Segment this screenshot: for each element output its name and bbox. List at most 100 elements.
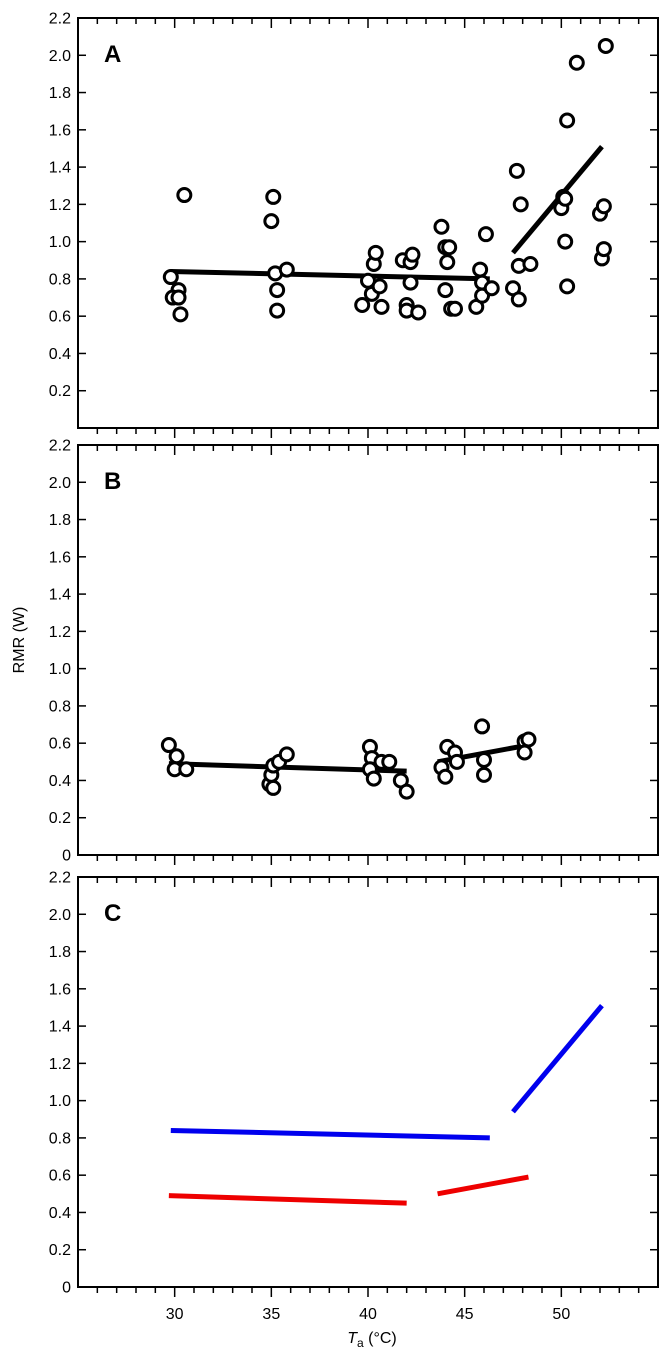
panel-c-xtick-label-50: 50 <box>552 1306 570 1323</box>
panel-b-ytick-label-2: 2.0 <box>49 475 71 492</box>
x-axis-title-subscript: a <box>357 1336 364 1350</box>
panel-b-ytick-label-1: 1.0 <box>49 661 71 678</box>
panel-a-data-point-5 <box>172 306 189 323</box>
panel-b-ytick-label-0_6: 0.6 <box>49 736 71 753</box>
panel-b-data-point-28 <box>520 731 537 748</box>
panel-c-ytick-label-0: 0 <box>62 1280 71 1297</box>
panel-c-fit-line-3 <box>168 1193 407 1206</box>
panel-b-ytick-label-1_6: 1.6 <box>49 549 71 566</box>
panel-a-data-point-24 <box>402 274 419 291</box>
panel-a-data-point-8 <box>263 213 280 230</box>
panel-c-ytick-label-0_2: 0.2 <box>49 1242 71 1259</box>
panel-a-letter: A <box>104 41 121 68</box>
panel-b-data-point-20 <box>437 768 454 785</box>
panel-b-data-point-1 <box>160 737 177 754</box>
panel-a-data-point-57 <box>597 37 614 54</box>
panel-c-xtick-label-35: 35 <box>262 1306 280 1323</box>
panel-a-data-point-13 <box>354 297 371 313</box>
panel-a-data-point-38 <box>477 226 494 243</box>
panel-a-ytick-label-1_4: 1.4 <box>49 160 71 177</box>
panel-b-data-point-24 <box>474 718 491 735</box>
panel-b-ytick-label-0_4: 0.4 <box>49 773 71 790</box>
panel-a: A 0.2 0.4 0.6 0.8 1.0 1.2 1.4 1.6 1.8 2.0 2.2 <box>49 11 659 438</box>
panel-b: B 0 0.2 0.4 0.6 0.8 1.0 1.2 1.4 1.6 1.8 2.0 2.2 <box>49 438 659 865</box>
panel-a-data-point-41 <box>508 162 525 179</box>
panel-b-data-point-8 <box>265 779 282 796</box>
panel-a-data-point-56 <box>595 198 612 215</box>
panel-a-data-point-33 <box>447 300 463 317</box>
panel-b-ytick-label-1_2: 1.2 <box>49 624 71 641</box>
panel-b-data-point-14 <box>365 770 382 787</box>
panel-b-data-point-26 <box>476 766 492 783</box>
panel-a-data-point-43 <box>510 291 527 308</box>
y-axis-title: RMR (W) <box>11 607 28 674</box>
panel-a-ytick-label-0_4: 0.4 <box>49 346 71 363</box>
panel-b-data-point-25 <box>476 751 492 768</box>
panel-b-letter: B <box>104 468 121 495</box>
panel-b-ytick-label-0_8: 0.8 <box>49 698 71 715</box>
panel-a-data-point-50 <box>559 112 576 129</box>
panel-a-data-point-11 <box>269 282 286 299</box>
panel-b-data-point-2 <box>168 748 185 765</box>
panel-a-data-point-55 <box>595 241 612 258</box>
panel-b-data-point-16 <box>381 753 398 770</box>
panel-a-frame <box>77 17 659 429</box>
panel-a-data-point-29 <box>441 239 458 256</box>
panel-a-data-point-19 <box>373 298 390 315</box>
panel-b-data-point-23 <box>448 753 465 770</box>
panel-c-ytick-label-2: 2.0 <box>49 907 71 924</box>
panel-a-data-point-49 <box>557 233 574 250</box>
panel-c-ytick-label-1_6: 1.6 <box>49 981 71 998</box>
panel-b-ytick-label-0: 0 <box>62 848 71 865</box>
panel-c-ytick-label-0_6: 0.6 <box>49 1168 71 1185</box>
panel-a-data-point-17 <box>367 244 384 261</box>
x-axis-title-symbol: T <box>347 1330 358 1347</box>
panel-a-ytick-label-1_2: 1.2 <box>49 197 71 214</box>
panel-c-fit-line-1 <box>170 1127 490 1141</box>
panel-a-data-point-45 <box>522 256 539 272</box>
panel-a-ytick-label-0_2: 0.2 <box>49 383 71 400</box>
panel-a-data-point-52 <box>568 54 585 71</box>
panel-a-data-point-35 <box>472 261 489 278</box>
panel-a-data-point-1 <box>162 269 179 286</box>
panel-a-data-point-7 <box>265 188 282 205</box>
panel-b-ytick-label-0_2: 0.2 <box>49 810 71 827</box>
panel-a-data-point-10 <box>278 261 295 278</box>
panel-c-xtick-label-45: 45 <box>456 1306 474 1323</box>
panel-c-fit-line-4 <box>437 1174 529 1197</box>
panel-a-data-point-6 <box>176 187 193 204</box>
panel-a-ytick-label-1: 1.0 <box>49 234 71 251</box>
panel-a-ytick-label-0_6: 0.6 <box>49 309 71 326</box>
panel-c-ytick-label-0_4: 0.4 <box>49 1205 71 1222</box>
panel-b-data-point-29 <box>516 744 533 761</box>
x-axis-title: Ta (°C) <box>347 1330 397 1350</box>
panel-a-data-point-44 <box>512 196 529 213</box>
panel-a-data-point-51 <box>559 278 576 295</box>
panel-a-data-point-4 <box>170 289 187 306</box>
panel-c-ytick-label-2_2: 2.2 <box>49 870 71 887</box>
panel-b-data-point-4 <box>178 761 195 778</box>
panel-c-letter: C <box>104 900 121 927</box>
panel-a-data-point-31 <box>437 282 454 299</box>
panel-b-ytick-label-1_4: 1.4 <box>49 587 71 604</box>
panel-a-data-point-12 <box>269 302 286 319</box>
panel-b-ytick-label-1_8: 1.8 <box>49 512 71 529</box>
panel-a-fit-line-1 <box>170 268 490 282</box>
panel-b-frame <box>77 444 659 856</box>
panel-c-ytick-label-0_8: 0.8 <box>49 1130 71 1147</box>
panel-a-ytick-label-0_8: 0.8 <box>49 271 71 288</box>
panel-a-data-point-30 <box>439 254 456 271</box>
panel-c-ytick-label-1_2: 1.2 <box>49 1056 71 1073</box>
panel-c-fit-line-2 <box>511 1003 604 1114</box>
panel-b-data-point-18 <box>398 783 415 800</box>
panel-a-ytick-label-2: 2.0 <box>49 48 71 65</box>
panel-c-xtick-label-40: 40 <box>359 1306 377 1323</box>
panel-c-ytick-label-1: 1.0 <box>49 1093 71 1110</box>
panel-a-ytick-label-2_2: 2.2 <box>49 11 71 28</box>
panel-a-data-point-39 <box>483 280 500 297</box>
panel-a-data-point-27 <box>433 218 450 235</box>
panel-a-ytick-label-1_8: 1.8 <box>49 85 71 102</box>
panel-a-ytick-label-1_6: 1.6 <box>49 122 71 139</box>
x-axis-title-unit: (°C) <box>364 1330 397 1347</box>
